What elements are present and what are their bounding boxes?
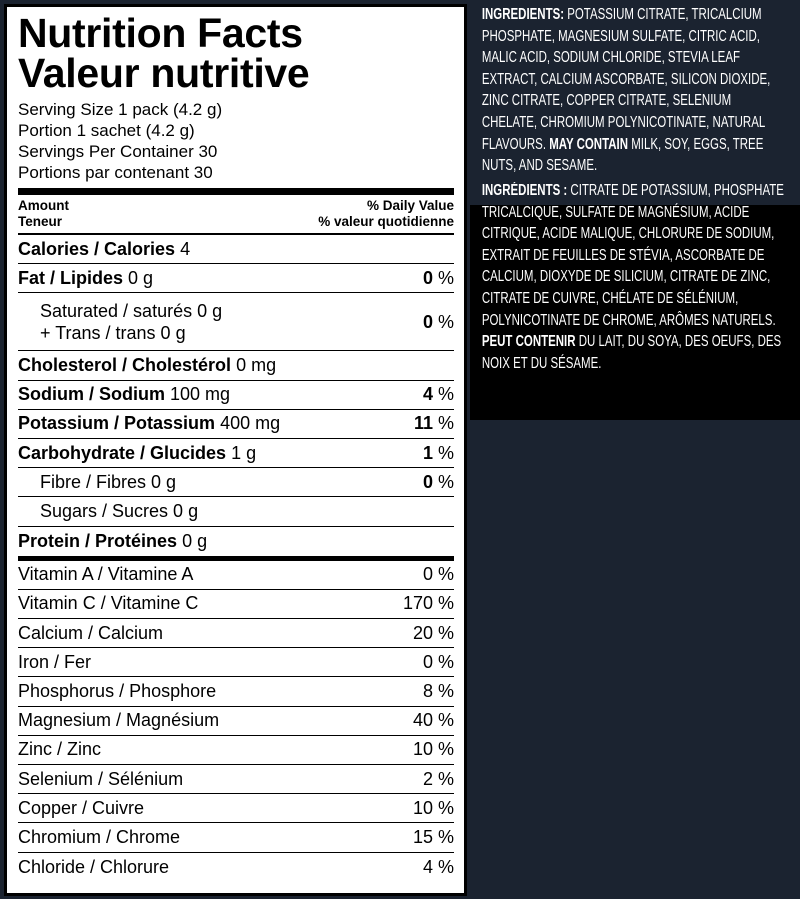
vitamin-name: Iron / Fer: [18, 651, 92, 672]
nutrient-percent: 11 %: [413, 413, 454, 434]
vitamin-name: Chromium / Chrome: [18, 826, 181, 847]
vitamin-row: Selenium / Sélénium 2 %: [18, 765, 454, 795]
nutrient-name: Carbohydrate / Glucides 1 g: [18, 442, 257, 463]
nutrient-row: Protein / Protéines 0 g: [18, 527, 454, 556]
vitamin-percent: 40 %: [412, 710, 454, 731]
may-contain-label: MAY CONTAIN: [549, 135, 629, 153]
vitamin-percent: 8 %: [422, 681, 454, 702]
vitamin-row: Vitamin C / Vitamine C 170 %: [18, 590, 454, 620]
vitamin-percent: 4 %: [422, 856, 454, 877]
vitamin-row: Iron / Fer 0 %: [18, 648, 454, 678]
vitamin-name: Zinc / Zinc: [18, 739, 102, 760]
vitamin-row: Magnesium / Magnésium 40 %: [18, 707, 454, 736]
vitamin-percent: 10 %: [412, 739, 454, 760]
title-en: Nutrition Facts: [18, 10, 303, 56]
nutrient-name: Saturated / saturés 0 g + Trans / trans 0…: [40, 300, 223, 343]
ingredients-en-heading: INGREDIENTS:: [481, 6, 565, 23]
nutrient-row: Sugars / Sucres 0 g: [18, 497, 454, 527]
vitamin-list: Vitamin A / Vitamine A 0 % Vitamin C / Vit…: [18, 561, 454, 882]
nutrition-facts-label: Nutrition Facts Valeur nutritive Serving…: [4, 4, 467, 896]
vitamin-percent: 10 %: [412, 797, 454, 818]
vitamin-percent: 0 %: [422, 564, 454, 585]
vitamin-name: Selenium / Sélénium: [18, 768, 184, 789]
title-fr: Valeur nutritive: [18, 50, 310, 96]
portion: Portion 1 sachet (4.2 g): [18, 121, 195, 140]
vitamin-percent: 0 %: [422, 651, 454, 672]
teneur-label: Teneur: [18, 214, 63, 229]
amount-label: Amount: [18, 198, 69, 213]
portions-par-contenant: Portions par contenant 30: [18, 163, 213, 182]
vitamin-name: Magnesium / Magnésium: [18, 710, 220, 731]
vitamin-name: Calcium / Calcium: [18, 622, 164, 643]
divider-thick: [18, 555, 454, 561]
allergens-en: MILK, SOY, EGGS, TREE NUTS, AND SESAME.: [481, 135, 764, 175]
nutrient-percent: 0 %: [422, 267, 454, 288]
nutrient-name: Sodium / Sodium 100 mg: [18, 384, 231, 405]
calories-value: 4: [180, 238, 191, 259]
serving-size: Serving Size 1 pack (4.2 g): [18, 100, 223, 119]
valeur-quotidienne-label: % valeur quotidienne: [318, 214, 454, 229]
vitamin-row: Copper / Cuivre 10 %: [18, 794, 454, 824]
ingredients-en: INGREDIENTS: POTASSIUM CITRATE, TRICALCI…: [470, 4, 800, 204]
nutrient-list: Fat / Lipides 0 g 0 % Saturated / saturés …: [18, 264, 454, 556]
servings-per-container: Servings Per Container 30: [18, 142, 218, 161]
vitamin-name: Vitamin A / Vitamine A: [18, 564, 194, 585]
vitamin-percent: 170 %: [402, 593, 454, 614]
ingredients-panel: INGREDIENTS: POTASSIUM CITRATE, TRICALCI…: [470, 0, 800, 899]
nutrient-row: Saturated / saturés 0 g + Trans / trans 0…: [18, 293, 454, 352]
vitamin-name: Chloride / Chlorure: [18, 856, 170, 877]
calories-row: Calories / Calories 4: [18, 235, 454, 265]
nutrient-percent: 0 %: [422, 311, 454, 332]
vitamin-percent: 2 %: [422, 768, 454, 789]
nutrient-name: Potassium / Potassium 400 mg: [18, 413, 281, 434]
ingredients-fr-text: CITRATE DE POTASSIUM, PHOSPHATE TRICALCI…: [481, 182, 784, 329]
nutrient-name: Protein / Protéines 0 g: [18, 530, 208, 551]
vitamin-row: Zinc / Zinc 10 %: [18, 736, 454, 765]
vitamin-percent: 20 %: [412, 622, 454, 643]
nutrient-percent: 0 %: [422, 471, 454, 492]
calories-name: Calories / Calories: [18, 238, 176, 259]
vitamin-name: Phosphorus / Phosphore: [18, 681, 217, 702]
vitamin-row: Vitamin A / Vitamine A 0 %: [18, 561, 454, 590]
nutrient-name: Fat / Lipides 0 g: [18, 267, 154, 288]
nutrient-name: Fibre / Fibres 0 g: [40, 471, 177, 492]
column-header: Amount Teneur % Daily Value% valeur quoti…: [18, 195, 454, 235]
vitamin-row: Phosphorus / Phosphore 8 %: [18, 677, 454, 707]
serving-info: Serving Size 1 pack (4.2 g) Portion 1 sa…: [18, 99, 454, 183]
nutrient-row: Carbohydrate / Glucides 1 g 1 %: [18, 439, 454, 469]
nutrient-row: Fibre / Fibres 0 g 0 %: [18, 468, 454, 498]
nutrient-row: Cholesterol / Cholestérol 0 mg: [18, 351, 454, 381]
vitamin-row: Calcium / Calcium 20 %: [18, 619, 454, 649]
nutrient-name: Sugars / Sucres 0 g: [40, 500, 199, 521]
daily-value-label: % Daily Value: [366, 198, 454, 213]
ingredients-fr-heading: INGRÉDIENTS :: [481, 182, 568, 199]
nutrient-row: Fat / Lipides 0 g 0 %: [18, 264, 454, 294]
divider-thick: [18, 188, 454, 195]
nutrient-percent: 1 %: [422, 442, 454, 463]
peut-contenir-label: PEUT CONTENIR: [481, 333, 576, 351]
nutrient-row: Potassium / Potassium 400 mg 11 %: [18, 410, 454, 439]
ingredients-en-text: POTASSIUM CITRATE, TRICALCIUM PHOSPHATE,…: [481, 6, 771, 153]
vitamin-name: Copper / Cuivre: [18, 797, 145, 818]
nutrient-row: Sodium / Sodium 100 mg 4 %: [18, 381, 454, 410]
vitamin-row: Chloride / Chlorure 4 %: [18, 853, 454, 882]
nutrient-name: Cholesterol / Cholestérol 0 mg: [18, 354, 277, 375]
nutrient-percent: 4 %: [422, 384, 454, 405]
vitamin-name: Vitamin C / Vitamine C: [18, 593, 199, 614]
vitamin-percent: 15 %: [412, 826, 454, 847]
allergens-fr: DU LAIT, DU SOYA, DES OEUFS, DES NOIX ET…: [481, 333, 782, 372]
ingredients-fr: INGRÉDIENTS : CITRATE DE POTASSIUM, PHOS…: [470, 180, 800, 420]
vitamin-row: Chromium / Chrome 15 %: [18, 823, 454, 853]
